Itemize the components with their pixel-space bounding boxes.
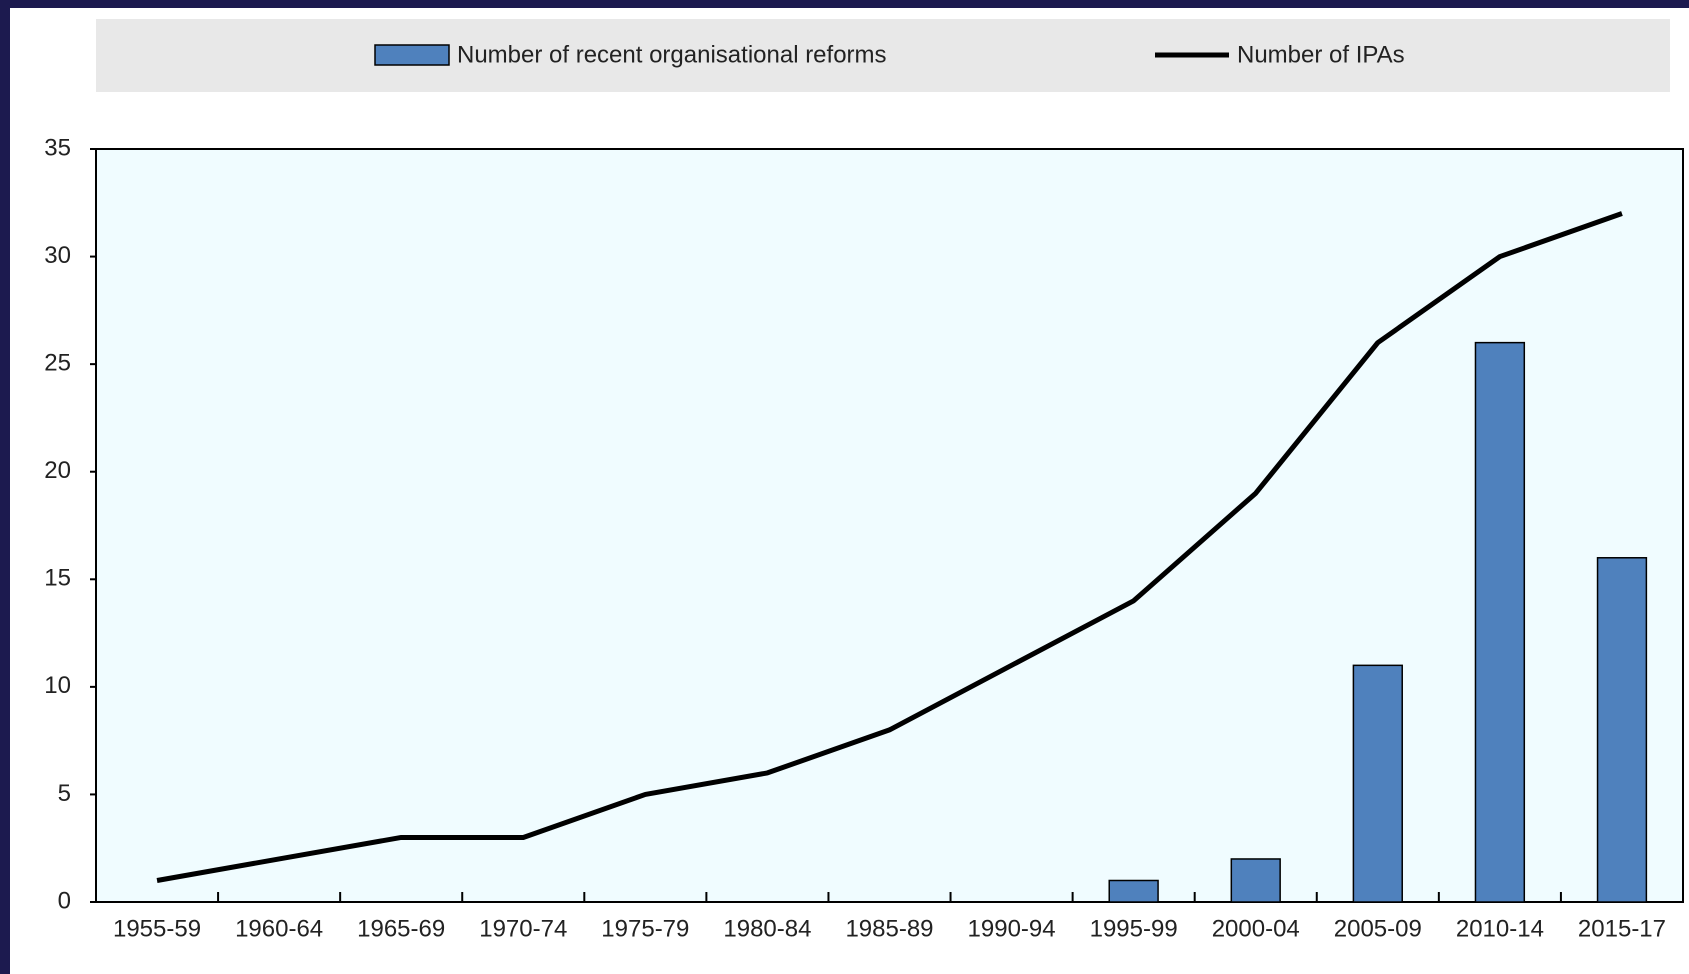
y-tick-label: 15 <box>44 565 71 592</box>
x-tick-label: 1980-84 <box>723 915 811 942</box>
x-tick-label: 1995-99 <box>1090 915 1178 942</box>
x-tick-label: 1990-94 <box>968 915 1056 942</box>
y-tick-label: 35 <box>44 134 71 161</box>
x-tick-label: 1975-79 <box>601 915 689 942</box>
bar <box>1230 858 1281 903</box>
x-tick-label: 2010-14 <box>1456 915 1544 942</box>
x-tick-label: 1960-64 <box>235 915 323 942</box>
legend-swatch <box>374 44 450 66</box>
x-tick-label: 1970-74 <box>479 915 567 942</box>
y-tick-label: 0 <box>58 887 71 914</box>
legend-label: Number of IPAs <box>1237 41 1405 68</box>
y-tick-label: 5 <box>58 780 71 807</box>
x-tick-label: 1985-89 <box>845 915 933 942</box>
legend-label: Number of recent organisational reforms <box>457 41 887 68</box>
bar <box>1352 664 1403 903</box>
bar <box>1474 341 1526 903</box>
line <box>156 211 1623 883</box>
y-tick-label: 20 <box>44 457 71 484</box>
plot-area <box>95 148 1684 903</box>
x-tick-label: 2005-09 <box>1334 915 1422 942</box>
x-tick-label: 2015-17 <box>1578 915 1666 942</box>
x-tick-label: 2000-04 <box>1212 915 1300 942</box>
legend-background <box>96 19 1670 92</box>
bar <box>1108 879 1159 903</box>
x-tick-label: 1965-69 <box>357 915 445 942</box>
y-tick-label: 10 <box>44 672 71 699</box>
x-tick-label: 1955-59 <box>113 915 201 942</box>
y-tick-label: 25 <box>44 349 71 376</box>
y-tick-label: 30 <box>44 242 71 269</box>
bar <box>1596 557 1648 903</box>
